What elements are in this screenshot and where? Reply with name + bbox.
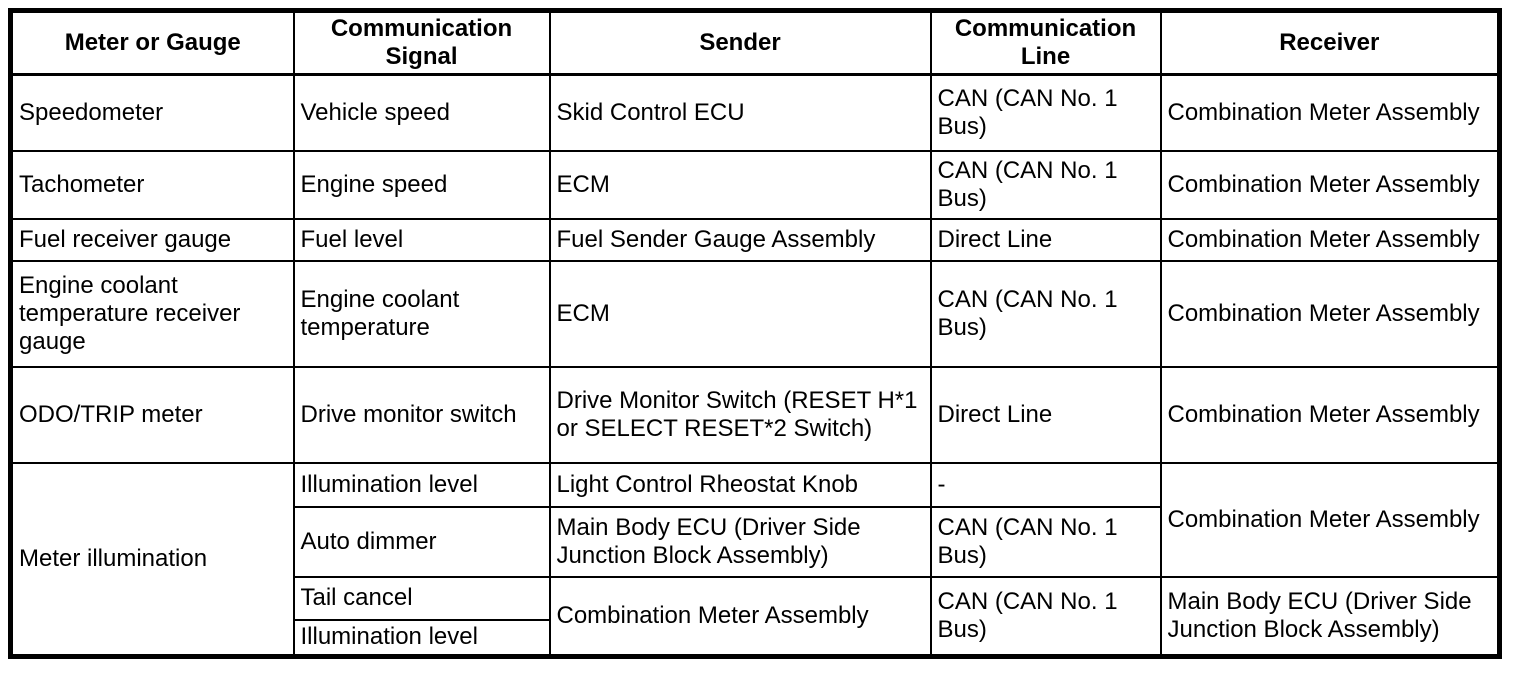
row-meter-illumination-1: Meter illumination Illumination level Li… <box>9 461 1501 658</box>
cell-meter: ODO/TRIP meter <box>9 365 295 464</box>
cell-receiver: Combination Meter Assembly <box>1159 217 1501 262</box>
cell-meter: Tachometer <box>9 149 295 220</box>
cell-line: CAN (CAN No. 1 Bus) <box>929 575 1162 658</box>
row-speedometer: Speedometer Vehicle speed Skid Control E… <box>9 73 1501 152</box>
cell-sender: Drive Monitor Switch (RESET H*1 or SELEC… <box>548 365 932 464</box>
cell-receiver: Combination Meter Assembly <box>1159 365 1501 464</box>
cell-signal: Illumination level <box>292 618 551 658</box>
cell-meter: Engine coolant temperature receiver gaug… <box>9 259 295 368</box>
cell-signal: Tail cancel <box>292 575 551 621</box>
cell-line: - <box>929 461 1162 508</box>
cell-receiver: Combination Meter Assembly <box>1159 73 1501 152</box>
cell-receiver: Main Body ECU (Driver Side Junction Bloc… <box>1159 575 1501 658</box>
header-communication-line: Communication Line <box>929 9 1162 76</box>
cell-sender: Skid Control ECU <box>548 73 932 152</box>
row-meter-illumination-3: Tail cancel Combination Meter Assembly C… <box>11 575 1501 658</box>
cell-sender: ECM <box>548 149 932 220</box>
row-meter-illumination-2: Auto dimmer Main Body ECU (Driver Side J… <box>11 505 1500 578</box>
cell-signal: Illumination level <box>292 461 551 508</box>
header-sender: Sender <box>548 9 932 76</box>
cell-line: Direct Line <box>929 365 1162 464</box>
row-fuel-receiver-gauge: Fuel receiver gauge Fuel level Fuel Send… <box>9 217 1501 262</box>
row-odo-trip-meter: ODO/TRIP meter Drive monitor switch Driv… <box>9 365 1501 464</box>
cell-sender: ECM <box>548 259 932 368</box>
header-receiver: Receiver <box>1159 9 1501 76</box>
cell-signal: Vehicle speed <box>292 73 551 152</box>
cell-receiver: Combination Meter Assembly <box>1159 149 1501 220</box>
row-engine-coolant-temperature: Engine coolant temperature receiver gaug… <box>9 259 1501 368</box>
cell-line: CAN (CAN No. 1 Bus) <box>929 505 1162 578</box>
row-tachometer: Tachometer Engine speed ECM CAN (CAN No.… <box>9 149 1501 220</box>
cell-meter-illumination: Meter illumination <box>9 461 295 658</box>
header-meter-or-gauge: Meter or Gauge <box>9 9 295 76</box>
cell-sender: Main Body ECU (Driver Side Junction Bloc… <box>548 505 932 578</box>
row-meter-illumination-4: Illumination level <box>11 618 1500 658</box>
header-row: Meter or Gauge Communication Signal Send… <box>9 9 1501 76</box>
cell-sender: Fuel Sender Gauge Assembly <box>548 217 932 262</box>
cell-meter: Speedometer <box>9 73 295 152</box>
cell-meter: Fuel receiver gauge <box>9 217 295 262</box>
cell-sender: Combination Meter Assembly <box>548 575 932 658</box>
cell-signal: Engine speed <box>292 149 551 220</box>
cell-receiver: Combination Meter Assembly <box>1159 259 1501 368</box>
cell-sender: Light Control Rheostat Knob <box>548 461 932 508</box>
cell-receiver: Combination Meter Assembly <box>1159 461 1501 578</box>
cell-line: Direct Line <box>929 217 1162 262</box>
cell-signal: Fuel level <box>292 217 551 262</box>
meter-gauge-communication-table: Meter or Gauge Communication Signal Send… <box>8 8 1502 659</box>
cell-signal: Drive monitor switch <box>292 365 551 464</box>
header-communication-signal: Communication Signal <box>292 9 551 76</box>
cell-signal: Engine coolant temperature <box>292 259 551 368</box>
cell-line: CAN (CAN No. 1 Bus) <box>929 73 1162 152</box>
cell-line: CAN (CAN No. 1 Bus) <box>929 149 1162 220</box>
cell-signal: Auto dimmer <box>292 505 551 578</box>
cell-line: CAN (CAN No. 1 Bus) <box>929 259 1162 368</box>
